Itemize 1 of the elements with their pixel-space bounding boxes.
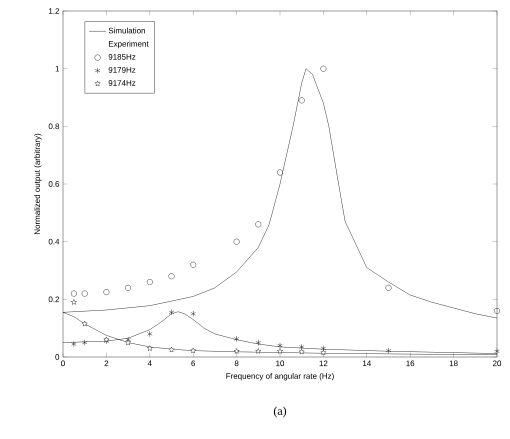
text: (a) <box>274 406 286 418</box>
